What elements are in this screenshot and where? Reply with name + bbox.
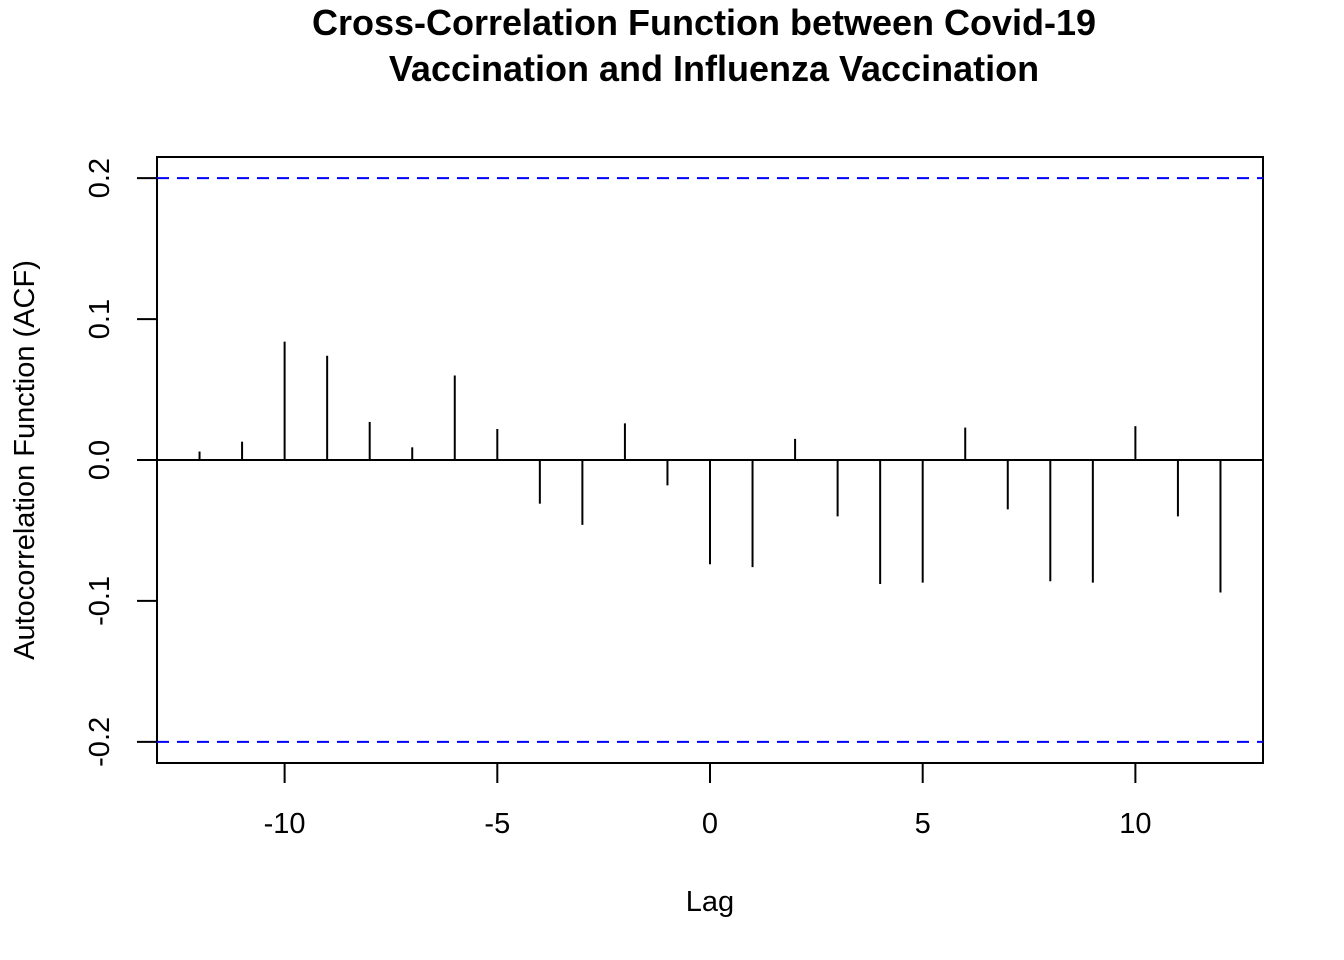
confidence-bounds (157, 177, 1263, 743)
chart-title-line-1: Cross-Correlation Function between Covid… (312, 2, 1096, 43)
y-tick-label: 0.2 (84, 158, 116, 198)
y-axis-label: Autocorrelation Function (ACF) (9, 260, 41, 660)
x-tick-label: 5 (915, 808, 931, 840)
y-tick-label: -0.1 (84, 576, 116, 626)
x-axis-label: Lag (686, 886, 734, 918)
y-tick-label: 0.0 (84, 440, 116, 480)
x-ticks: -10 -5 0 5 10 (264, 763, 1152, 840)
x-tick-label: 0 (702, 808, 718, 840)
chart-title-line-2: Vaccination and Influenza Vaccination (389, 48, 1039, 89)
x-tick-label: -5 (484, 808, 510, 840)
y-tick-label: 0.1 (84, 299, 116, 339)
x-tick-label: -10 (264, 808, 306, 840)
y-tick-label: -0.2 (84, 717, 116, 767)
x-tick-label: 10 (1119, 808, 1151, 840)
y-ticks: 0.2 0.1 0.0 -0.1 -0.2 (84, 158, 157, 767)
acf-bars (198, 341, 1222, 593)
